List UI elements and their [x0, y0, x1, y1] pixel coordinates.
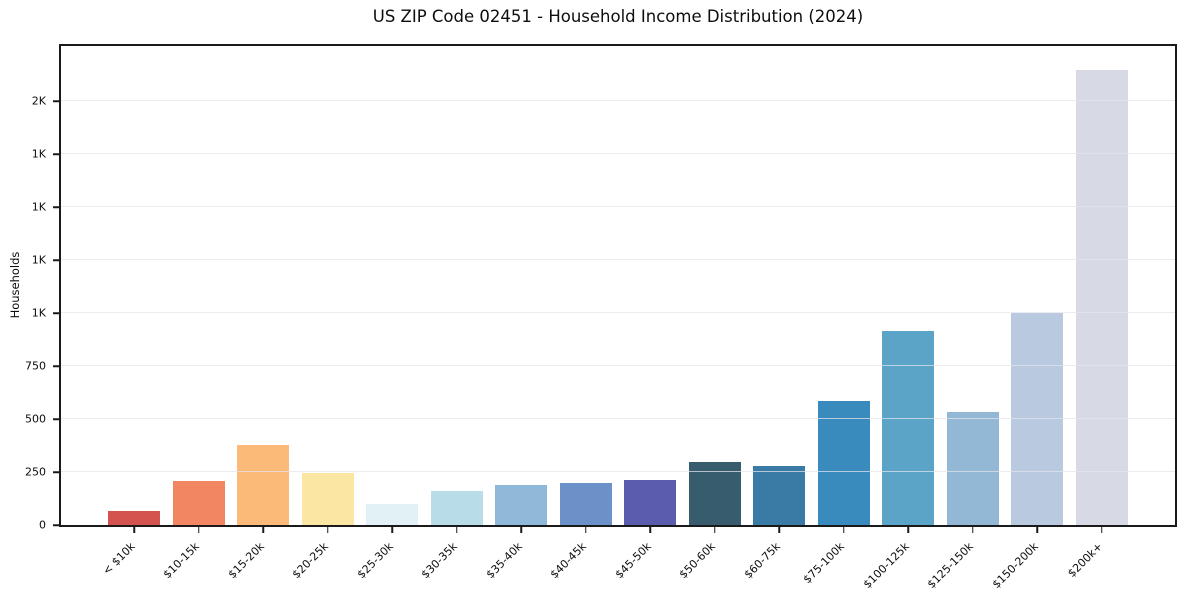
x-tick-label-5: $30-35k [419, 539, 461, 582]
bar-slot-1 [167, 46, 232, 525]
bar-$10-15k [172, 481, 225, 525]
x-tick-label-14: $150-200k [989, 539, 1041, 590]
bar-slot-4 [360, 46, 425, 525]
x-tick-mark-3 [327, 527, 329, 533]
bar-slot-11 [812, 46, 877, 525]
bars-container [61, 46, 1175, 525]
bar-$200k+ [1075, 69, 1128, 525]
x-tick-label-4: $25-30k [354, 539, 396, 582]
y-tick-mark-2000 [53, 100, 59, 102]
bar-$60-75k [753, 466, 806, 525]
chart-title: US ZIP Code 02451 - Household Income Dis… [372, 7, 864, 26]
bar-$40-45k [559, 483, 612, 525]
x-tick-mark-2 [262, 527, 264, 533]
bar-$125-150k [946, 412, 999, 525]
y-tick-mark-1250 [53, 259, 59, 261]
x-tick-mark-5 [456, 527, 458, 533]
bar-slot-2 [231, 46, 296, 525]
bar-$20-25k [301, 472, 354, 525]
bar-$45-50k [624, 479, 677, 525]
bar-slot-14 [1005, 46, 1070, 525]
bar-slot-6 [489, 46, 554, 525]
y-tick-mark-1000 [53, 312, 59, 314]
x-tick-label-0: < $10k [100, 539, 138, 578]
y-tick-label-250: 250 [25, 465, 46, 479]
x-tick-mark-6 [520, 527, 522, 533]
x-tick-mark-10 [778, 527, 780, 533]
y-tick-label-1250: 1K [31, 253, 46, 267]
x-tick-mark-7 [585, 527, 587, 533]
bar-slot-3 [296, 46, 361, 525]
y-tick-mark-0 [53, 524, 59, 526]
y-tick-label-1750: 1K [31, 147, 46, 161]
bar-slot-15 [1070, 46, 1135, 525]
x-tick-mark-13 [972, 527, 974, 533]
x-tick-label-15: $200k+ [1065, 539, 1106, 580]
y-tick-mark-1750 [53, 153, 59, 155]
y-tick-label-1500: 1K [31, 200, 46, 214]
bar-$150-200k [1011, 313, 1064, 525]
bar-$15-20k [237, 444, 290, 525]
x-tick-mark-8 [649, 527, 651, 533]
x-tick-mark-11 [843, 527, 845, 533]
bar-< $10k [108, 510, 161, 525]
bar-$100-125k [882, 330, 935, 525]
bar-slot-7 [554, 46, 619, 525]
x-tick-label-6: $35-40k [483, 539, 525, 582]
bar-$30-35k [430, 491, 483, 525]
x-tick-mark-1 [198, 527, 200, 533]
y-tick-mark-500 [53, 418, 59, 420]
bar-$35-40k [495, 485, 548, 525]
y-tick-label-2000: 2K [31, 94, 46, 108]
x-tick-label-8: $45-50k [612, 539, 654, 582]
y-tick-mark-1500 [53, 206, 59, 208]
x-tick-mark-4 [391, 527, 393, 533]
y-tick-label-1000: 1K [31, 306, 46, 320]
x-tick-label-12: $100-125k [860, 539, 912, 590]
x-tick-label-1: $10-15k [161, 539, 203, 582]
y-tick-label-500: 500 [25, 412, 46, 426]
bar-$25-30k [366, 504, 419, 525]
y-tick-mark-750 [53, 365, 59, 367]
bar-slot-0 [102, 46, 167, 525]
x-tick-mark-0 [133, 527, 135, 533]
y-tick-label-0: 0 [39, 518, 46, 532]
bar-slot-13 [941, 46, 1006, 525]
bar-slot-9 [683, 46, 748, 525]
x-tick-label-2: $15-20k [225, 539, 267, 582]
x-tick-mark-9 [714, 527, 716, 533]
x-axis: < $10k $10-15k $15-20k $20-25k $25-30k $30-35… [61, 527, 1175, 590]
x-tick-label-11: $75-100k [801, 539, 848, 587]
y-tick-mark-250 [53, 471, 59, 473]
x-tick-label-9: $50-60k [677, 539, 719, 582]
y-axis: 0 250 500 750 1K 1K 1K 1K 2K [0, 46, 59, 532]
x-tick-mark-14 [1036, 527, 1038, 533]
x-tick-mark-12 [907, 527, 909, 533]
x-tick-label-7: $40-45k [548, 539, 590, 582]
bar-slot-5 [425, 46, 490, 525]
y-tick-label-750: 750 [25, 359, 46, 373]
bar-slot-8 [618, 46, 683, 525]
x-tick-label-10: $60-75k [741, 539, 783, 582]
plot-area [59, 44, 1177, 527]
bar-slot-12 [876, 46, 941, 525]
x-tick-label-3: $20-25k [290, 539, 332, 582]
bar-$50-60k [688, 461, 741, 525]
x-tick-mark-15 [1101, 527, 1103, 533]
x-tick-label-13: $125-150k [925, 539, 977, 590]
bar-$75-100k [817, 401, 870, 525]
bar-slot-10 [747, 46, 812, 525]
